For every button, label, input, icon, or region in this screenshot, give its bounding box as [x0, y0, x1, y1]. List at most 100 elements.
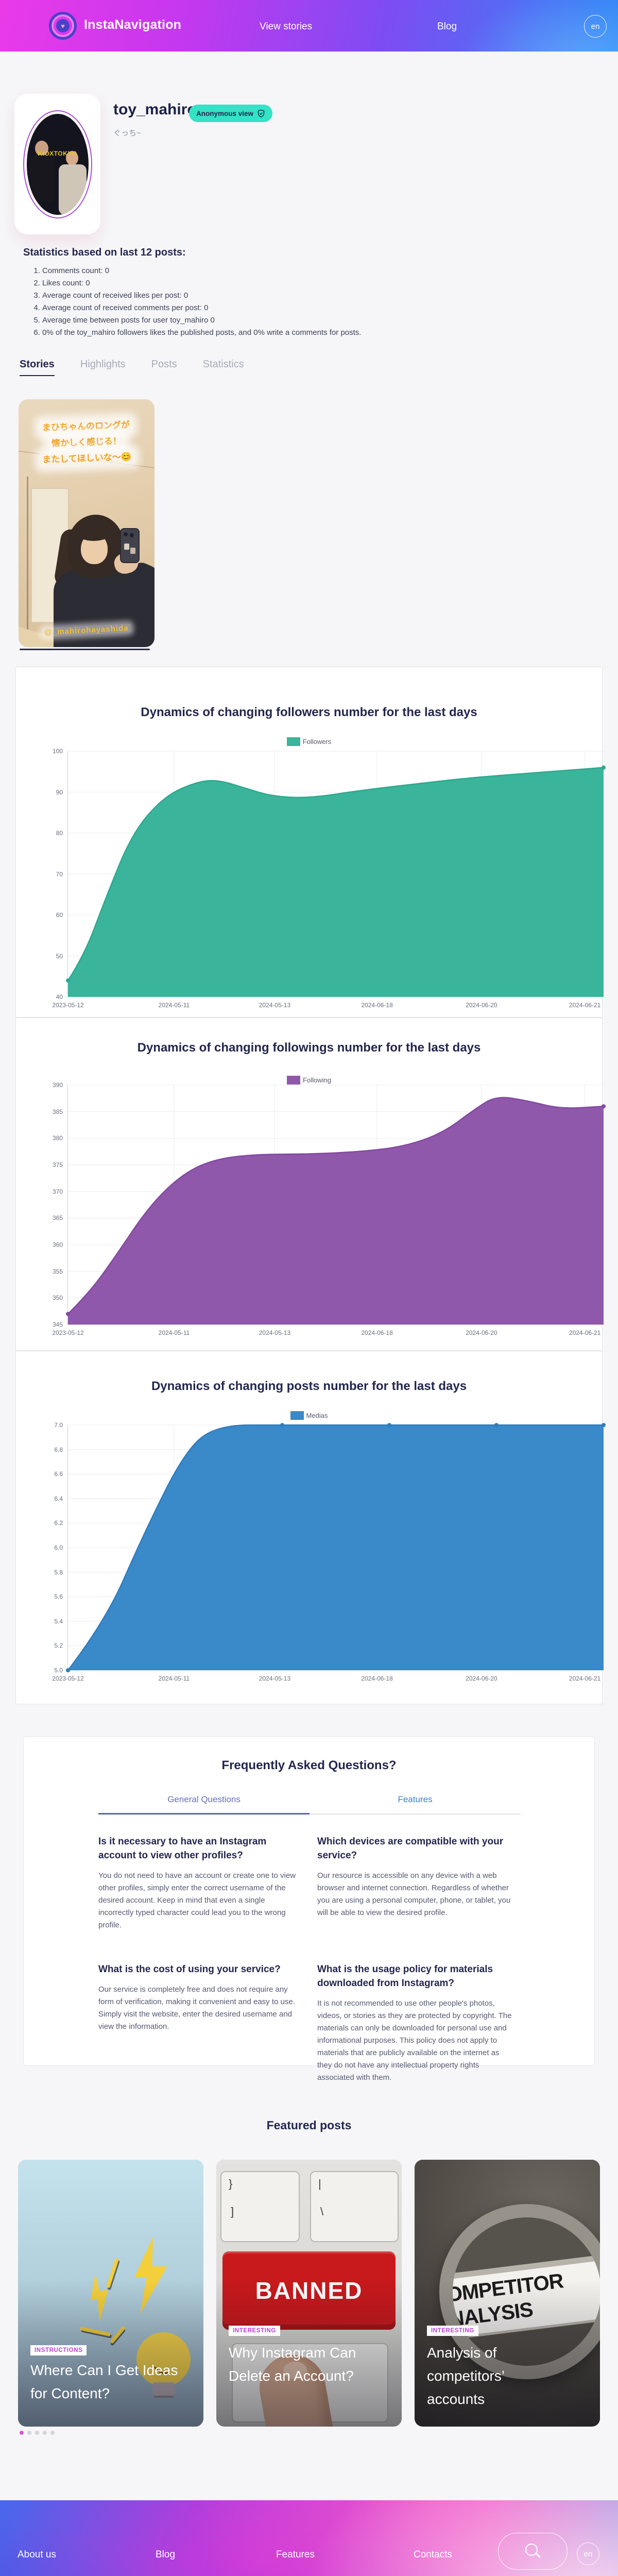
- nav-blog[interactable]: Blog: [437, 21, 457, 32]
- x-axis-tick: 2024-06-20: [466, 1002, 497, 1009]
- faq-section: Frequently Asked Questions? General Ques…: [23, 1736, 595, 2082]
- carousel-dot[interactable]: [20, 2431, 24, 2435]
- featured-post-analysis[interactable]: COMPETITOR ANALYSIS INTERESTING Analysis…: [415, 2160, 600, 2427]
- carousel-dot[interactable]: [27, 2431, 31, 2435]
- faq-item: Is it necessary to have an Instagram acc…: [98, 1835, 297, 1931]
- legend-label: Following: [303, 1076, 331, 1084]
- legend-swatch: [290, 1411, 304, 1420]
- carousel-dot[interactable]: [43, 2431, 47, 2435]
- y-axis-tick: 60: [56, 911, 63, 919]
- y-axis-tick: 5.6: [54, 1593, 63, 1601]
- chart-legend: Medias: [16, 1411, 602, 1420]
- avatar-card: KIOXTOKYO: [14, 94, 100, 234]
- site-header: ♥ InstaNavigation View stories Blog en: [0, 0, 618, 52]
- faq-tab-features[interactable]: Features: [310, 1794, 521, 1815]
- statistics-item: 0% of the toy_mahiro followers likes the…: [42, 327, 361, 339]
- statistics-list: Comments count: 0 Likes count: 0 Average…: [33, 265, 361, 339]
- banned-key-image: }] |\ BANNED: [216, 2160, 402, 2427]
- statistics-heading: Statistics based on last 12 posts:: [23, 247, 186, 258]
- y-axis-tick: 390: [52, 1081, 63, 1089]
- posts-chart-plot: 5.0 5.2 5.4 5.6 5.8 6.0 6.2 6.4 6.6 6.8 7.0 2023-05…: [52, 1421, 606, 1682]
- chart-title: Dynamics of changing followers number fo…: [141, 705, 477, 719]
- posts-chart-card: Dynamics of changing posts number for th…: [15, 1351, 606, 1704]
- shield-check-icon: [257, 109, 265, 118]
- legend-swatch: [286, 737, 300, 746]
- faq-answer: It is not recommended to use other peopl…: [317, 1999, 512, 2082]
- chart-legend: Followers: [16, 737, 602, 746]
- brand-logo-icon[interactable]: ♥: [49, 12, 77, 40]
- y-axis-tick: 6.0: [54, 1544, 63, 1551]
- lightbulb-ideas-image: [18, 2160, 203, 2427]
- story-overlay-text: まひちゃんのロングが 懐かしく感じる！ またしてほしいな～😊: [19, 416, 154, 469]
- tab-posts[interactable]: Posts: [151, 359, 177, 370]
- nav-view-stories[interactable]: View stories: [260, 21, 313, 32]
- faq-title: Frequently Asked Questions?: [221, 1758, 397, 1772]
- footer-nav-features[interactable]: Features: [276, 2549, 315, 2560]
- faq-tab-general[interactable]: General Questions: [98, 1794, 310, 1815]
- post-tag: INSTRUCTIONS: [30, 2345, 87, 2355]
- brand-title[interactable]: InstaNavigation: [84, 18, 182, 32]
- x-axis-tick: 2024-05-11: [158, 1329, 190, 1336]
- footer-language-button[interactable]: en: [577, 2543, 599, 2565]
- y-axis-tick: 5.0: [54, 1667, 63, 1674]
- faq-answer: You do not need to have an account or cr…: [98, 1871, 296, 1929]
- anonymous-view-badge[interactable]: Anonymous view: [189, 105, 273, 122]
- y-axis-tick: 6.4: [54, 1495, 63, 1502]
- heart-icon: ♥: [56, 19, 70, 32]
- followers-chart-card: Dynamics of changing followers number fo…: [15, 667, 606, 1018]
- language-button[interactable]: en: [584, 15, 607, 38]
- x-axis-tick: 2023-05-12: [52, 1675, 84, 1682]
- statistics-item: Average count of received likes per post…: [42, 290, 361, 302]
- story-phone: [120, 528, 140, 563]
- search-icon: [525, 2544, 538, 2556]
- post-tag: INTERESTING: [229, 2326, 280, 2336]
- statistics-item: Likes count: 0: [42, 277, 361, 290]
- profile-bio: ぐっち~: [113, 129, 141, 138]
- footer-nav-contacts[interactable]: Contacts: [414, 2549, 452, 2560]
- legend-label: Followers: [302, 738, 332, 745]
- carousel-dots: [20, 2431, 55, 2435]
- x-axis-tick: 2024-06-21: [569, 1329, 601, 1336]
- x-axis-tick: 2024-06-20: [466, 1675, 497, 1682]
- followers-chart-plot: 40 50 60 70 80 90 100 2023-05-12 2024-05-11 2024-…: [52, 748, 606, 1009]
- y-axis-tick: 70: [56, 870, 63, 878]
- faq-item: What is the cost of using your service? …: [98, 1962, 297, 2033]
- legend-label: Medias: [306, 1412, 328, 1419]
- x-axis-tick: 2023-05-12: [52, 1002, 84, 1009]
- avatar-story-ring[interactable]: KIOXTOKYO: [23, 110, 92, 218]
- tab-stories[interactable]: Stories: [20, 359, 55, 376]
- magnifier-analysis-image: COMPETITOR ANALYSIS: [415, 2160, 600, 2427]
- followings-chart-card: Dynamics of changing followings number f…: [15, 1018, 606, 1351]
- y-axis-tick: 385: [52, 1108, 63, 1115]
- y-axis-tick: 5.2: [54, 1642, 63, 1650]
- avatar-figure: [28, 155, 55, 201]
- followings-chart-plot: 345 350 355 360 365 370 375 380 385 390 2023-05-12…: [52, 1081, 606, 1336]
- avatar-figure: [65, 150, 78, 165]
- footer-search-button[interactable]: [498, 2533, 568, 2570]
- post-title: Where Can I Get Ideas for Content?: [30, 2362, 178, 2401]
- card-overlay: [415, 2280, 600, 2427]
- y-axis-tick: 90: [56, 788, 63, 796]
- x-axis-tick: 2024-06-21: [569, 1675, 601, 1682]
- card-overlay: [216, 2280, 402, 2427]
- footer-nav-about[interactable]: About us: [18, 2549, 56, 2560]
- chart-title: Dynamics of changing followings number f…: [137, 1041, 481, 1055]
- tab-highlights[interactable]: Highlights: [80, 359, 126, 370]
- avatar: KIOXTOKYO: [26, 113, 89, 215]
- footer-nav-blog[interactable]: Blog: [156, 2549, 176, 2560]
- featured-post-banned[interactable]: }] |\ BANNED INTERESTING Why Instagram C…: [216, 2160, 402, 2427]
- featured-post-ideas[interactable]: INSTRUCTIONS Where Can I Get Ideas for C…: [18, 2160, 203, 2427]
- tab-statistics[interactable]: Statistics: [202, 359, 244, 370]
- faq-question: What is the cost of using your service?: [98, 1964, 281, 1975]
- profile-tabs: Stories Highlights Posts Statistics: [20, 359, 244, 376]
- x-axis-tick: 2024-06-18: [361, 1675, 393, 1682]
- post-title: Analysis of competitors’ accounts: [427, 2345, 504, 2407]
- story-thumbnail[interactable]: まひちゃんのロングが 懐かしく感じる！ またしてほしいな～😊 @_mahiroh…: [19, 399, 154, 647]
- y-axis-tick: 7.0: [54, 1421, 63, 1429]
- carousel-dot[interactable]: [35, 2431, 39, 2435]
- y-axis-tick: 365: [52, 1214, 63, 1222]
- faq-question: What is the usage policy for materials d…: [317, 1964, 493, 1989]
- avatar-figure: [35, 140, 48, 156]
- carousel-dot[interactable]: [50, 2431, 55, 2435]
